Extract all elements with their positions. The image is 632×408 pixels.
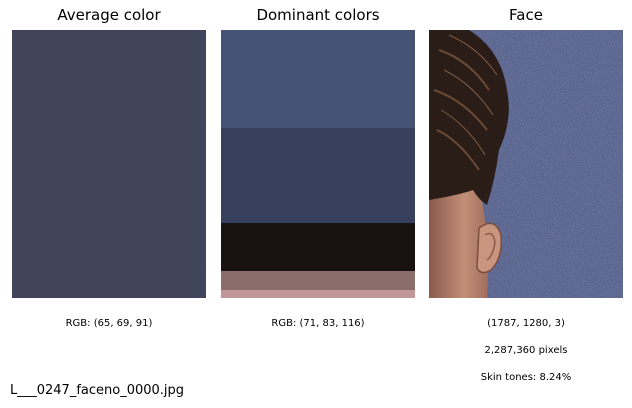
average-color-title: Average color	[57, 6, 161, 24]
face-image	[429, 30, 623, 298]
dominant-color-band	[221, 271, 415, 290]
dominant-color-band	[221, 290, 415, 298]
face-illustration	[429, 30, 623, 298]
skin-tones-percent: Skin tones: 8.24%	[480, 372, 572, 383]
dominant-color-band	[221, 30, 415, 128]
face-pixel-count: 2,287,360 pixels	[484, 345, 568, 356]
face-image-shape: (1787, 1280, 3)	[487, 318, 565, 329]
dominant-colors-swatch	[221, 30, 415, 298]
image-filename: L___0247_faceno_0000.jpg	[10, 383, 185, 398]
dominant-color-band	[221, 223, 415, 271]
average-color-rgb: RGB: (65, 69, 91)	[65, 318, 153, 329]
face-title: Face	[509, 6, 543, 24]
average-color-swatch	[12, 30, 206, 298]
dominant-color-band	[221, 128, 415, 223]
dominant-color-rgb: RGB: (71, 83, 116)	[271, 318, 365, 329]
dominant-colors-title: Dominant colors	[256, 6, 380, 24]
